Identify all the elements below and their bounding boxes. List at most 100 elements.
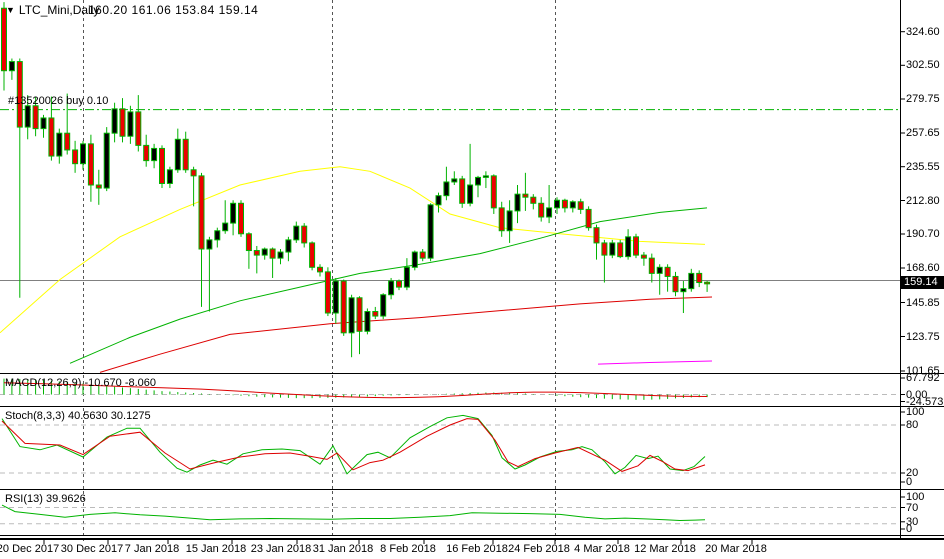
price-axis-label: 235.55: [906, 160, 940, 173]
candle-body: [222, 222, 229, 232]
candle-body: [593, 227, 600, 244]
ma-green-line: [69, 207, 708, 364]
candle-body: [269, 248, 276, 259]
candle-body: [285, 239, 292, 253]
candle-body: [467, 184, 474, 204]
candle-body: [585, 208, 592, 229]
symbol-dropdown-icon[interactable]: ▼: [6, 5, 15, 15]
candle-body: [696, 272, 703, 284]
candle-body: [238, 202, 244, 235]
ma-magenta-line: [597, 360, 713, 365]
symbol-period-label: LTC_Mini,Daily: [18, 3, 100, 17]
candle-body: [538, 202, 545, 218]
candle-body: [388, 280, 395, 296]
ma-red-line: [99, 296, 713, 373]
price-axis-label: 212.80: [906, 194, 940, 207]
candle-body: [348, 297, 355, 334]
stoch-axis-label: 20: [906, 467, 919, 479]
price-axis-label: 101.65: [906, 365, 940, 377]
candle-body: [174, 138, 181, 171]
candle-body: [704, 281, 711, 285]
candle-body: [230, 202, 237, 224]
price-axis-label: 190.70: [906, 228, 940, 240]
candle-body: [206, 239, 213, 250]
candle-body: [443, 181, 450, 197]
time-axis-border: [0, 538, 944, 540]
candle-body: [640, 254, 647, 259]
candle-body: [214, 230, 221, 241]
candle-body: [451, 178, 458, 183]
candle-body: [24, 105, 31, 128]
candle-body: [664, 266, 671, 277]
candle-body: [8, 61, 15, 72]
rsi-axis-label: 70: [906, 501, 919, 514]
candle-body: [301, 225, 308, 244]
stoch-axis-label: 80: [906, 419, 919, 431]
current-price-badge: 159.14: [901, 276, 944, 289]
candle-body: [546, 207, 553, 218]
candle-body: [625, 236, 632, 258]
candle-body: [530, 196, 537, 204]
candle-body: [577, 201, 584, 210]
candle-body: [396, 280, 402, 288]
candle-body: [72, 149, 79, 165]
candle-body: [56, 132, 63, 157]
stoch-axis-label: 0: [906, 476, 913, 488]
price-axis-label: 145.85: [906, 296, 940, 309]
candle-body: [403, 266, 410, 288]
price-axis-label: 168.60: [906, 262, 940, 274]
candle-body: [309, 242, 316, 268]
candle-body: [427, 204, 434, 259]
rsi-axis-label: 100: [906, 491, 925, 503]
time-axis-label: 7 Jan 2018: [124, 543, 180, 555]
macd-axis-label: -24.573: [906, 395, 944, 408]
candle-body: [261, 248, 268, 256]
price-axis-label: 302.50: [906, 59, 940, 72]
time-axis-label: 15 Jan 2018: [185, 543, 247, 555]
candle-body: [648, 257, 655, 274]
candle-body: [617, 242, 624, 258]
candle-body: [601, 242, 608, 256]
time-axis-label: 8 Feb 2018: [380, 543, 436, 555]
candle-body: [95, 184, 102, 189]
candle-body: [633, 236, 639, 256]
candle-body: [143, 144, 150, 162]
time-axis-label: 20 Dec 2017: [0, 543, 60, 555]
time-axis-label: 16 Feb 2018: [446, 543, 508, 555]
time-axis-label: 24 Feb 2018: [508, 543, 570, 555]
candle-body: [119, 108, 126, 137]
ma-yellow-line: [0, 166, 706, 334]
candle-body: [364, 310, 371, 332]
candle-body: [522, 193, 529, 198]
candle-body: [672, 275, 679, 293]
candle-body: [356, 297, 363, 332]
candle-body: [16, 61, 23, 128]
rsi-axis-label: 30: [906, 515, 919, 528]
candle-body: [127, 111, 134, 137]
candle-body: [166, 169, 173, 184]
time-axis-label: 20 Mar 2018: [705, 543, 767, 555]
candle-body: [554, 199, 560, 209]
macd-axis-label: 0.00: [906, 388, 928, 401]
time-axis-label: 31 Jan 2018: [312, 543, 374, 555]
chart-title: ▼ LTC_Mini,Daily: [6, 3, 99, 17]
rsi-axis-label: 0: [906, 523, 913, 535]
candle-body: [419, 251, 426, 259]
candle-body: [293, 225, 300, 241]
macd-axis-label: 67.792: [906, 372, 940, 384]
candle-body: [411, 251, 418, 268]
candle-body: [245, 233, 252, 252]
candle-body: [64, 132, 71, 151]
open-order-label[interactable]: #13520026 buy 0.10: [8, 95, 109, 107]
candle-body: [48, 117, 55, 157]
rsi-line: [1, 504, 706, 522]
candle-body: [435, 195, 442, 206]
candle-body: [561, 199, 568, 209]
candle-body: [332, 280, 339, 314]
candle-body: [514, 193, 521, 212]
candle-body: [159, 147, 165, 184]
candle-body: [380, 294, 387, 317]
price-axis-label: 257.65: [906, 127, 940, 139]
